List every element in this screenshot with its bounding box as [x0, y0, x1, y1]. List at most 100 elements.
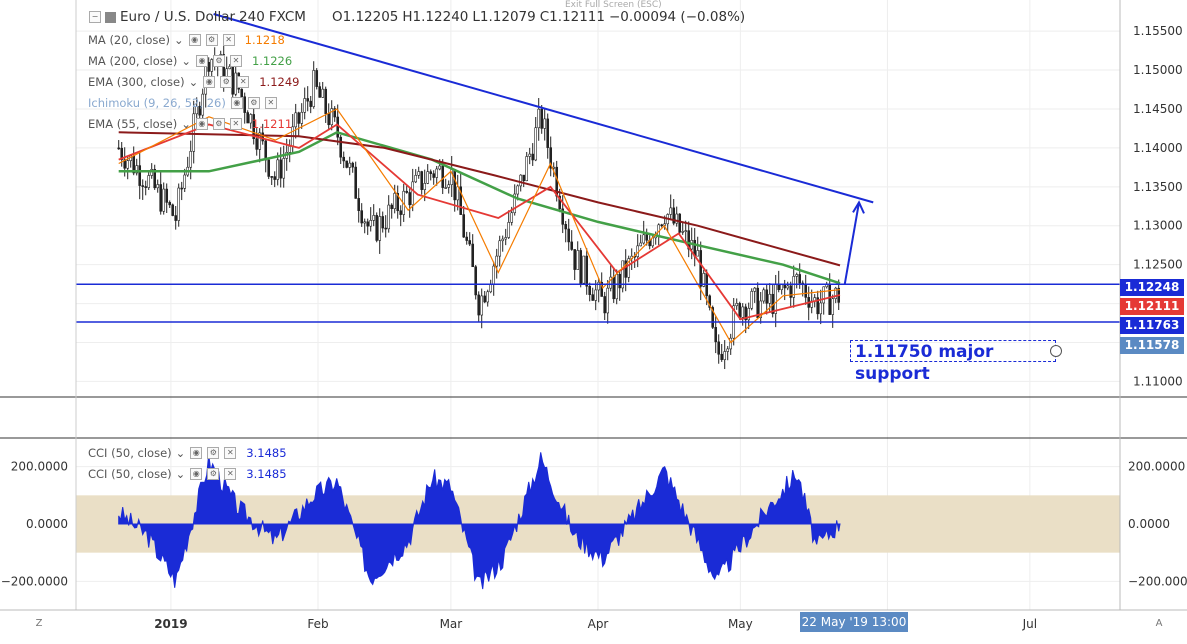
candle-body	[261, 132, 265, 142]
gear-icon[interactable]: ⚙	[247, 97, 260, 109]
candle-body	[138, 165, 142, 186]
candle-body	[672, 207, 676, 224]
candle-body	[492, 265, 496, 285]
candle-body	[558, 195, 562, 210]
candle-body	[459, 186, 463, 215]
cci-legend-2[interactable]: CCI (50, close) ⌄ ◉ ⚙ ✕ 3.1485	[88, 467, 287, 481]
support-annotation[interactable]: 1.11750 major support	[850, 340, 1056, 384]
close-icon[interactable]: ✕	[229, 118, 242, 130]
close-icon[interactable]: ✕	[264, 97, 277, 109]
chevron-down-icon[interactable]: ⌄	[181, 117, 191, 131]
candle-body	[606, 287, 610, 314]
eye-icon[interactable]: ◉	[230, 97, 243, 109]
candle-body	[765, 289, 769, 304]
candle-body	[774, 283, 778, 314]
close-icon[interactable]: ✕	[224, 447, 237, 459]
exit-fullscreen-hint[interactable]: Exit Full Screen (ESC)	[565, 0, 662, 10]
cci-axis-ticks-right[interactable]: 200.0000 0.0000 −200.0000	[1128, 460, 1187, 589]
candle-body	[393, 193, 397, 210]
indicator-legend-ma20[interactable]: MA (20, close) ⌄ ◉ ⚙ ✕ 1.1218	[88, 33, 285, 47]
chevron-down-icon[interactable]: ⌄	[175, 446, 186, 460]
auto-scale-button[interactable]: A	[1155, 618, 1163, 629]
candle-body	[123, 159, 127, 169]
candle-body	[534, 127, 538, 161]
annotation-handle[interactable]	[1050, 345, 1062, 357]
eye-icon[interactable]: ◉	[203, 76, 216, 88]
symbol-source: FXCM	[268, 9, 306, 25]
indicator-legend-ema55[interactable]: EMA (55, close) ⌄ ◉ ⚙ ✕ 1.1211	[88, 117, 292, 131]
candle-body	[126, 160, 130, 169]
candle-body	[465, 236, 469, 241]
candle-body	[510, 212, 514, 223]
gear-icon[interactable]: ⚙	[220, 76, 233, 88]
eye-icon[interactable]: ◉	[190, 447, 203, 459]
candle-body	[750, 291, 754, 309]
downtrend-line[interactable]	[213, 13, 874, 204]
candle-body	[420, 171, 424, 190]
candle-body	[210, 59, 214, 72]
candle-body	[579, 250, 583, 284]
candle-body	[645, 234, 649, 241]
chevron-down-icon[interactable]: ⌄	[173, 33, 184, 47]
candle-body	[783, 284, 787, 289]
candle-body	[432, 173, 436, 178]
eye-icon[interactable]: ◉	[188, 34, 201, 46]
candle-body	[561, 208, 565, 225]
candle-body	[816, 297, 820, 315]
close-icon[interactable]: ✕	[237, 76, 250, 88]
candle-body	[294, 112, 298, 128]
cci-axis-ticks-left[interactable]: 200.0000 0.0000 −200.0000	[1, 460, 68, 589]
candle-body	[228, 66, 232, 70]
candle-body	[300, 111, 304, 124]
candle-body	[243, 96, 247, 113]
gear-icon[interactable]: ⚙	[212, 118, 225, 130]
cci-tick-label: 200.0000	[11, 460, 68, 474]
indicator-legend-ema300[interactable]: EMA (300, close) ⌄ ◉ ⚙ ✕ 1.1249	[88, 75, 299, 89]
symbol-name[interactable]: Euro / U.S. Dollar	[120, 9, 236, 25]
gear-icon[interactable]: ⚙	[207, 447, 220, 459]
close-icon[interactable]: ✕	[222, 34, 235, 46]
candle-body	[468, 240, 472, 245]
candle-body	[282, 158, 286, 179]
candle-body	[297, 112, 301, 124]
candle-body	[363, 221, 367, 224]
candle-body	[525, 156, 529, 182]
candle-body	[744, 306, 748, 321]
zoom-corner-button[interactable]: Z	[35, 618, 43, 629]
symbol-interval[interactable]: 240	[239, 9, 265, 25]
candle-body	[312, 70, 316, 107]
gear-icon[interactable]: ⚙	[207, 468, 220, 480]
candle-body	[246, 112, 250, 124]
price-tick-label: 1.11000	[1133, 374, 1183, 388]
price-tick-label: 1.13000	[1133, 219, 1183, 233]
time-tick-label: 2019	[154, 617, 187, 631]
eye-icon[interactable]: ◉	[195, 118, 208, 130]
cci-legend-1[interactable]: CCI (50, close) ⌄ ◉ ⚙ ✕ 3.1485	[88, 446, 287, 460]
price-tick-label: 1.15000	[1133, 63, 1183, 77]
candle-body	[180, 187, 184, 190]
eye-icon[interactable]: ◉	[195, 55, 208, 67]
close-icon[interactable]: ✕	[229, 55, 242, 67]
ohlc-low: L1.12079	[472, 9, 536, 25]
eye-icon[interactable]: ◉	[190, 468, 203, 480]
chevron-down-icon[interactable]: ⌄	[188, 75, 199, 89]
candle-body	[324, 88, 328, 115]
candle-body	[759, 300, 763, 318]
chevron-down-icon[interactable]: ⌄	[175, 467, 186, 481]
candle-body	[753, 287, 757, 292]
projection-arrow[interactable]	[843, 200, 865, 285]
close-icon[interactable]: ✕	[224, 468, 237, 480]
indicator-legend-ma200[interactable]: MA (200, close) ⌄ ◉ ⚙ ✕ 1.1226	[88, 54, 292, 68]
price-tag-last: 1.12111	[1120, 298, 1184, 315]
candle-body	[309, 100, 313, 107]
chevron-down-icon[interactable]: ⌄	[181, 54, 191, 68]
ohlc-high: H1.12240	[402, 9, 469, 25]
candle-body	[723, 351, 727, 360]
gear-icon[interactable]: ⚙	[212, 55, 225, 67]
candle-body	[798, 274, 802, 284]
collapse-icon[interactable]: −	[89, 11, 101, 23]
candle-body	[612, 276, 616, 300]
indicator-legend-ichimoku[interactable]: Ichimoku (9, 26, 52, 26) ◉ ⚙ ✕	[88, 96, 277, 110]
gear-icon[interactable]: ⚙	[205, 34, 218, 46]
